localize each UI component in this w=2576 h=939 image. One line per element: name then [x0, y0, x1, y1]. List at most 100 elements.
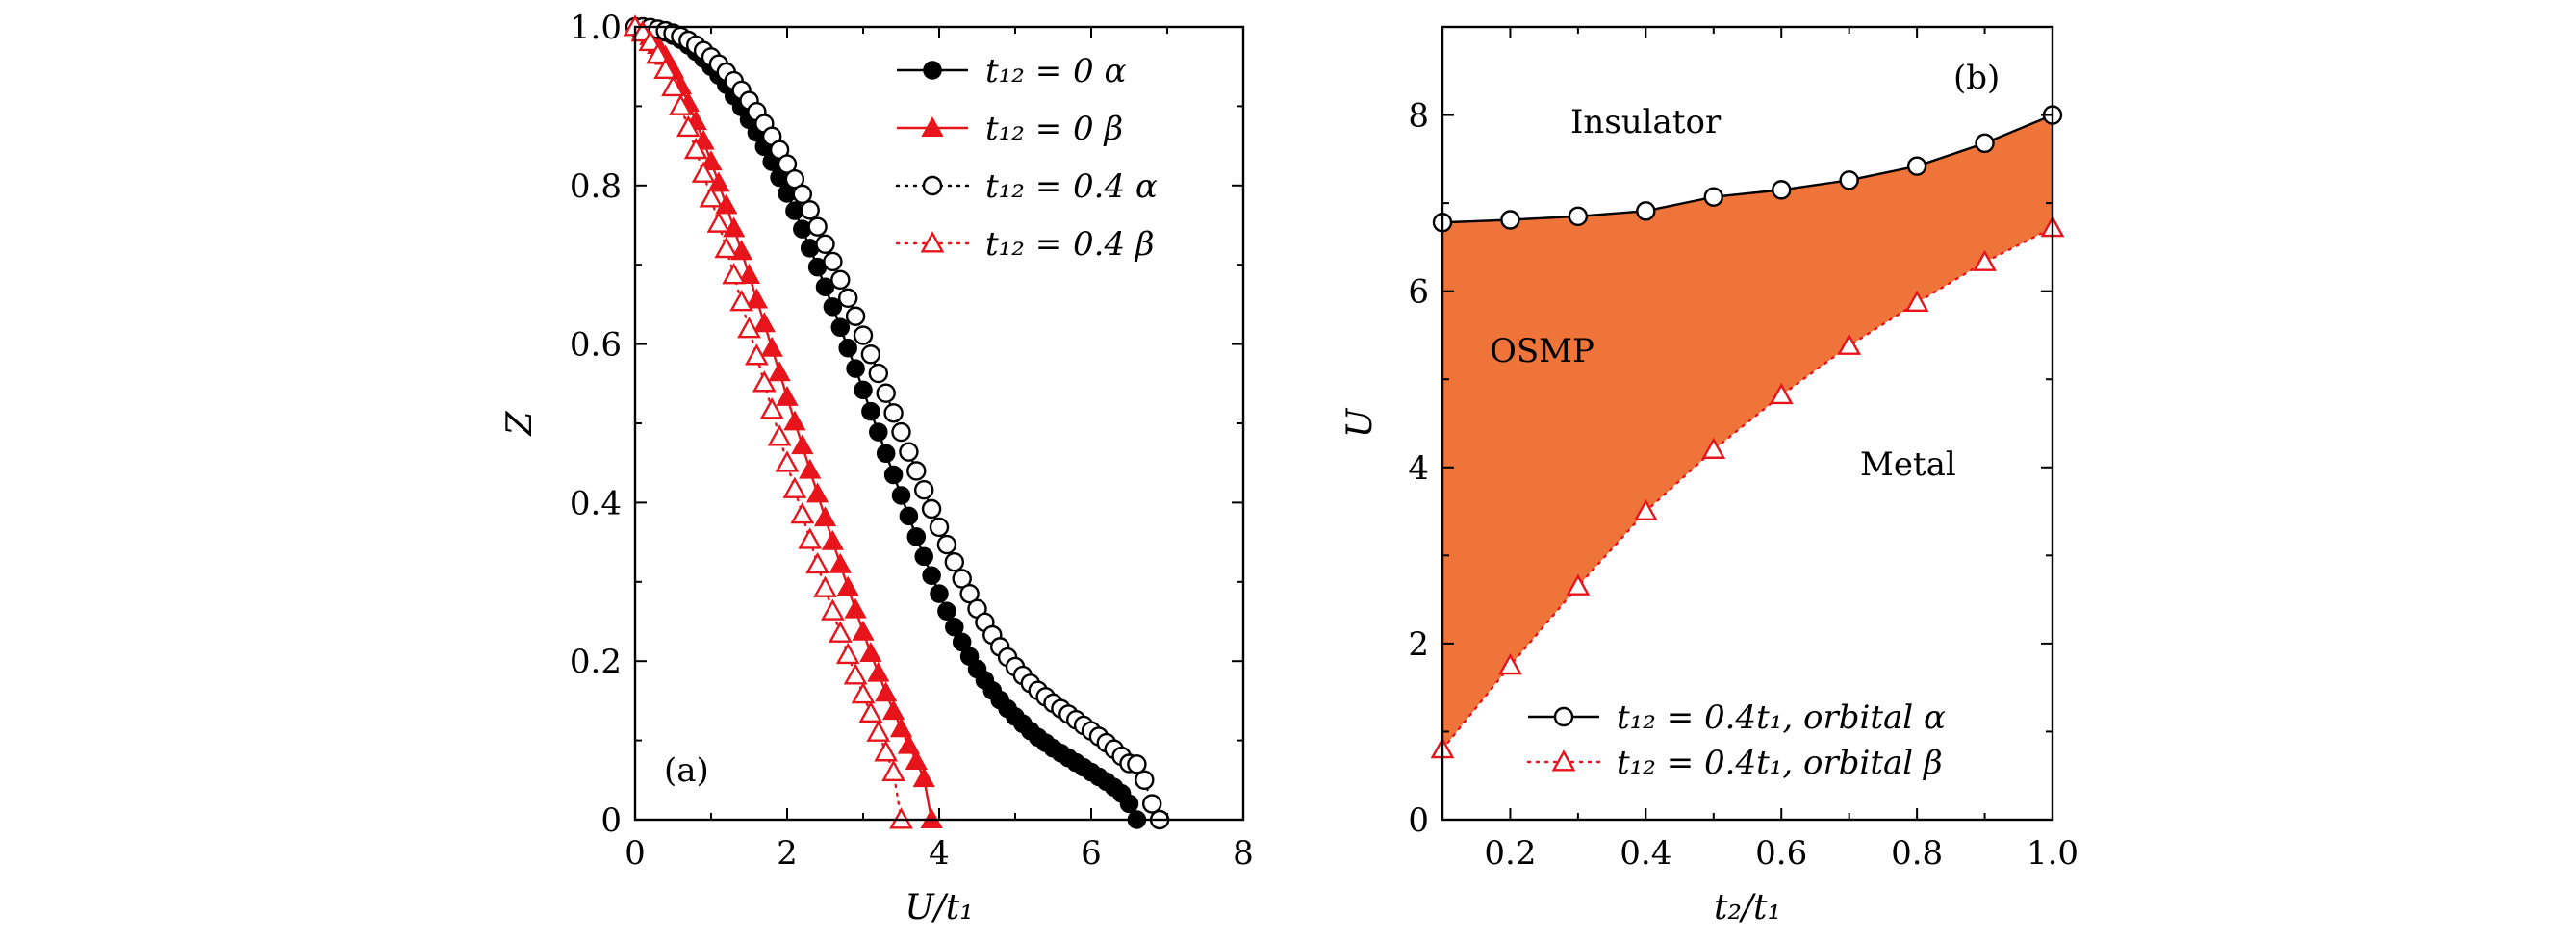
- data-point: [1566, 573, 1591, 596]
- data-point: [914, 480, 934, 500]
- data-point: [1839, 170, 1859, 190]
- y-tick-label: 8: [1408, 97, 1429, 136]
- data-point: [683, 137, 708, 160]
- data-point: [881, 699, 905, 721]
- legend-label: t₁₂ = 0.4t₁, orbital β: [1617, 744, 1943, 782]
- data-point: [860, 344, 881, 365]
- data-point: [869, 422, 888, 442]
- data-point: [714, 236, 739, 259]
- data-point: [905, 749, 928, 771]
- data-point: [1568, 206, 1589, 227]
- x-tick-label: 0.6: [1755, 834, 1807, 873]
- data-point: [661, 74, 685, 97]
- panel-b-ylabel: U: [1340, 407, 1380, 438]
- data-point: [836, 575, 859, 596]
- data-point: [883, 465, 904, 485]
- data-point: [815, 234, 835, 254]
- data-point: [891, 421, 911, 443]
- data-point: [1772, 180, 1792, 200]
- data-point: [791, 434, 814, 455]
- panel-b-markers: [1430, 105, 2065, 759]
- data-point: [936, 534, 957, 555]
- data-point: [792, 184, 812, 205]
- data-point: [706, 211, 731, 233]
- panel-a-frame: [633, 25, 1245, 822]
- data-point: [1498, 652, 1522, 675]
- data-point: [874, 740, 899, 762]
- data-point: [653, 57, 677, 79]
- x-tick-label: 8: [1233, 834, 1254, 873]
- data-point: [777, 154, 798, 174]
- legend-marker: [1553, 706, 1574, 727]
- data-point: [1769, 382, 1794, 405]
- data-point: [729, 290, 753, 312]
- data-point: [1127, 754, 1147, 774]
- data-point: [930, 584, 949, 603]
- x-tick-label: 4: [929, 834, 950, 873]
- panel-a-xlabel: U/t₁: [905, 888, 973, 927]
- y-tick-label: 6: [1408, 273, 1429, 312]
- data-point: [889, 717, 913, 738]
- data-point: [760, 336, 783, 357]
- data-point: [843, 663, 868, 685]
- y-tick-label: 2: [1408, 625, 1429, 664]
- data-point: [790, 501, 815, 524]
- data-point: [1703, 187, 1723, 207]
- legend-marker: [1551, 749, 1576, 772]
- data-point: [646, 42, 671, 64]
- data-point: [945, 618, 964, 637]
- panel-a-markers: [623, 14, 1170, 830]
- data-point: [867, 661, 890, 682]
- data-point: [854, 380, 873, 400]
- data-point: [921, 498, 942, 520]
- data-point: [1906, 156, 1927, 176]
- data-point: [914, 546, 933, 567]
- data-point: [845, 306, 866, 326]
- panel-b-legend: t₁₂ = 0.4t₁, orbital α t₁₂ = 0.4t₁, orbit…: [1526, 698, 1946, 782]
- data-point: [829, 552, 852, 573]
- data-point: [891, 486, 911, 505]
- data-point: [676, 114, 701, 138]
- panel-a-ylabel: Z: [500, 411, 540, 437]
- data-point: [944, 552, 964, 572]
- data-point: [768, 361, 791, 382]
- data-point: [821, 598, 845, 621]
- data-point: [737, 264, 761, 284]
- data-point: [669, 93, 693, 115]
- data-point: [846, 359, 865, 378]
- data-point: [767, 424, 792, 446]
- data-point: [1141, 794, 1162, 814]
- y-tick-label: 0: [1408, 801, 1429, 840]
- legend-marker: [923, 61, 942, 80]
- data-point: [852, 620, 875, 641]
- data-point: [952, 569, 972, 589]
- y-tick-label: 0.8: [570, 167, 622, 206]
- data-point: [813, 575, 837, 597]
- data-point: [866, 720, 891, 742]
- data-point: [807, 216, 828, 237]
- region-osmp-label: OSMP: [1490, 332, 1594, 370]
- data-point: [821, 529, 845, 550]
- data-point: [759, 397, 784, 419]
- legend-label: t₁₂ = 0 β: [985, 110, 1123, 148]
- data-point: [699, 186, 724, 208]
- data-point: [638, 29, 663, 52]
- x-tick-label: 0.2: [1484, 834, 1536, 873]
- data-point: [1837, 333, 1862, 355]
- x-tick-label: 0.4: [1620, 834, 1671, 873]
- data-point: [853, 325, 874, 345]
- data-point: [876, 444, 896, 464]
- data-point: [952, 632, 972, 652]
- x-tick-label: 0.8: [1891, 834, 1943, 873]
- data-point: [799, 458, 822, 479]
- data-point: [1904, 290, 1929, 313]
- y-tick-label: 4: [1408, 449, 1429, 488]
- panel-b-xlabel: t₂/t₁: [1714, 888, 1781, 927]
- data-point: [922, 566, 941, 585]
- data-point: [937, 601, 956, 622]
- data-point: [805, 482, 829, 503]
- data-point: [830, 269, 851, 291]
- data-point: [899, 442, 919, 462]
